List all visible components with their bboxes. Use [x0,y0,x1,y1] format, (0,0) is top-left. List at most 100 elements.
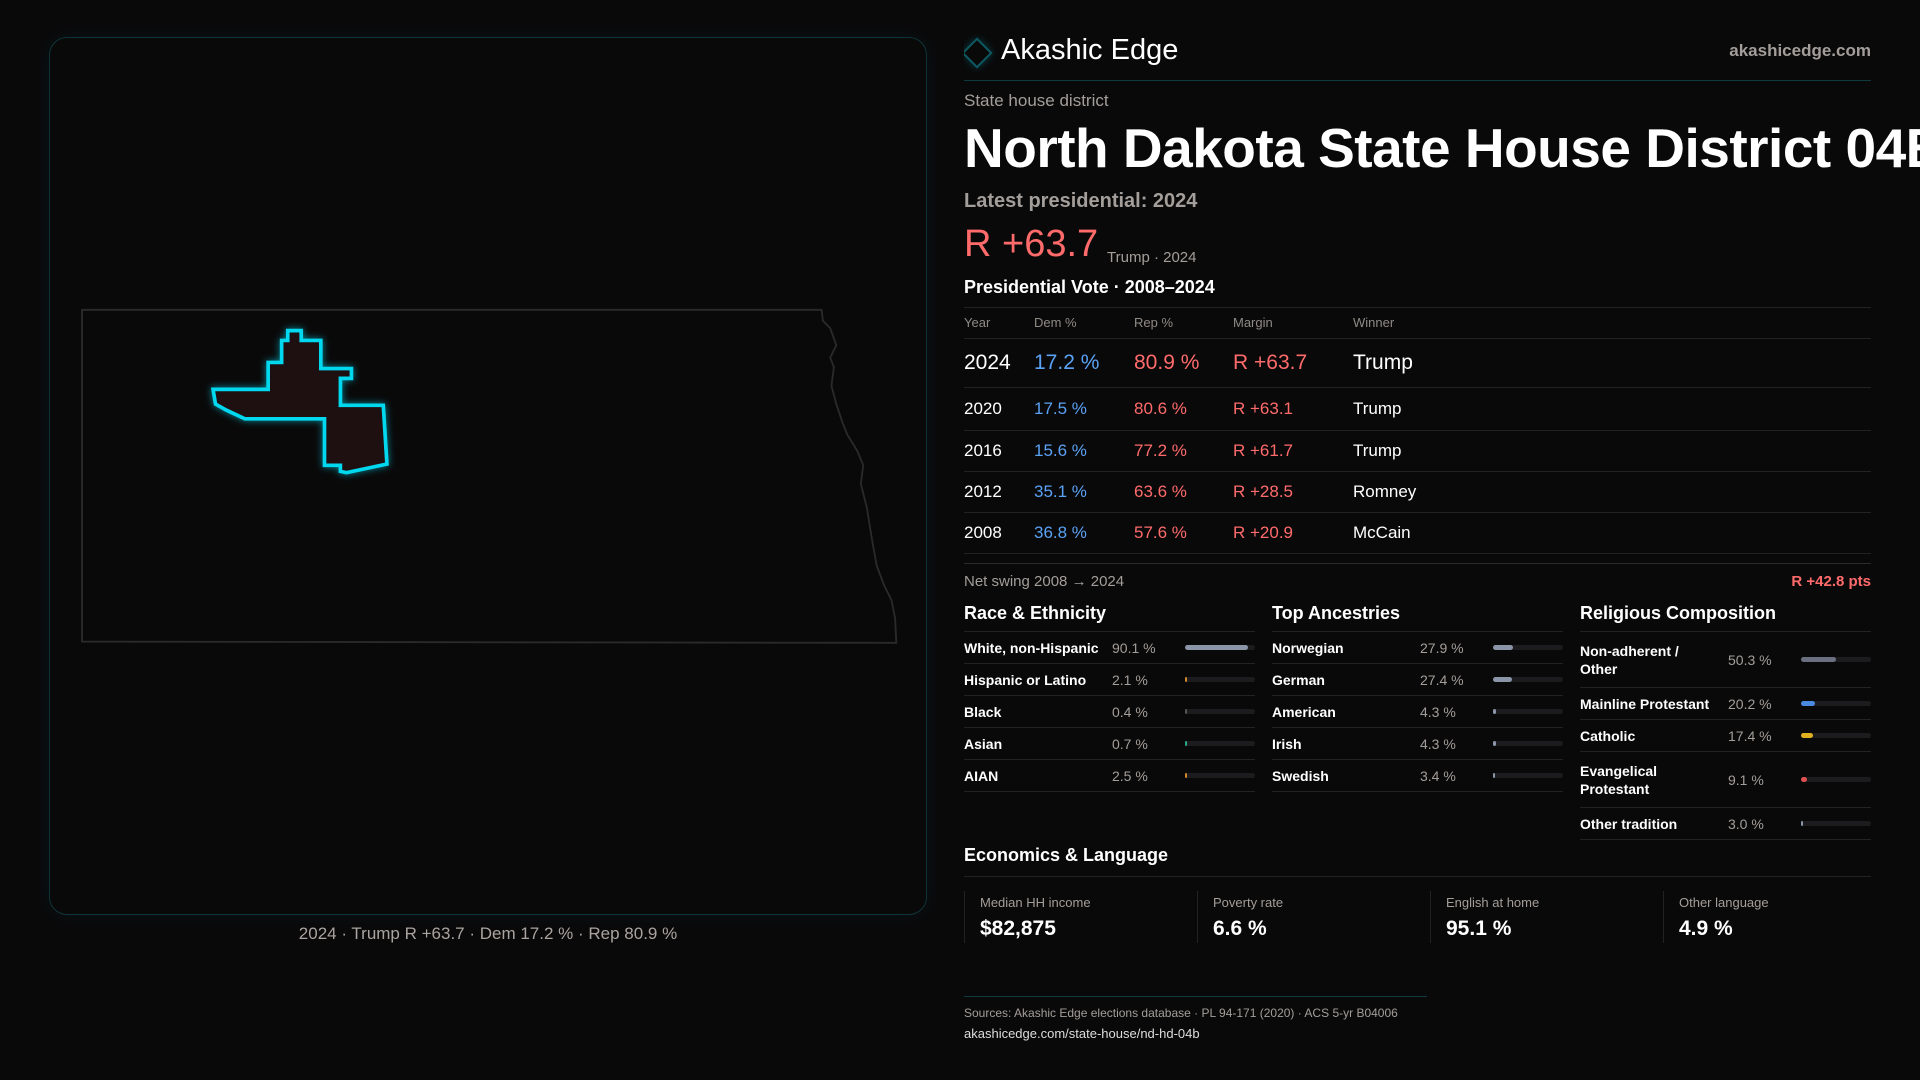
race-item: AIAN 2.5 % [964,760,1255,792]
item-value: 2.1 % [1112,671,1148,688]
item-bar-fill [1493,709,1496,714]
item-label: Black [964,703,1002,720]
cell-rep: 63.6 % [1134,481,1187,501]
ancestry-section: Top Ancestries Norwegian 27.9 % German 27.4 … [1272,600,1563,792]
item-bar-fill [1493,677,1513,682]
cell-rep: 57.6 % [1134,522,1187,542]
item-bar-fill [1185,709,1187,714]
latest-margin: R +63.7 [964,223,1099,265]
item-bar [1185,741,1255,746]
district-shape [210,328,389,475]
item-bar-fill [1801,777,1808,782]
stat-value: $82,875 [980,917,1056,940]
cell-dem: 36.8 % [1034,522,1087,542]
th-dem: Dem % [1034,315,1077,330]
stat-value: 4.9 % [1679,917,1733,940]
page-title: North Dakota State House District 04B [964,117,1920,179]
ancestry-item: Irish 4.3 % [1272,728,1563,760]
cell-dem: 17.2 % [1034,350,1100,374]
cell-year: 2024 [964,350,1011,374]
item-value: 2.5 % [1112,767,1148,784]
cell-margin: R +61.7 [1233,440,1294,460]
econ-stat: English at home 95.1 % [1430,891,1663,943]
cell-dem: 15.6 % [1034,440,1087,460]
race-item: Hispanic or Latino 2.1 % [964,664,1255,696]
cell-rep: 77.2 % [1134,440,1187,460]
ancestry-heading: Top Ancestries [1272,600,1563,632]
item-label: German [1272,671,1325,688]
cell-rep: 80.6 % [1134,398,1187,418]
map-caption: 2024 · Trump R +63.7 · Dem 17.2 % · Rep … [298,924,678,943]
swing-value: R +42.8 pts [1791,573,1871,590]
item-bar-fill [1493,741,1496,746]
item-label: Non-adherent / Other [1580,642,1679,677]
cell-year: 2012 [964,481,1002,501]
cell-margin: R +20.9 [1233,522,1294,542]
item-value: 3.0 % [1728,815,1764,832]
religion-item: Mainline Protestant 20.2 % [1580,688,1871,720]
religion-item: Evangelical Protestant 9.1 % [1580,752,1871,808]
item-bar [1801,777,1871,782]
item-label: Mainline Protestant [1580,695,1710,712]
cell-rep: 80.9 % [1134,350,1200,374]
th-margin: Margin [1233,315,1273,330]
econ-stat: Median HH income $82,875 [964,891,1197,943]
cell-year: 2016 [964,440,1002,460]
religion-item: Catholic 17.4 % [1580,720,1871,752]
item-bar [1801,701,1871,706]
item-bar [1493,677,1563,682]
item-bar-fill [1185,677,1187,682]
page-url[interactable]: akashicedge.com/state-house/nd-hd-04b [964,1026,1200,1041]
item-bar [1493,709,1563,714]
item-value: 3.4 % [1420,767,1456,784]
item-value: 9.1 % [1728,771,1764,788]
item-bar-fill [1801,733,1814,738]
item-bar [1801,657,1871,662]
economics-heading: Economics & Language [964,845,1169,865]
item-label: American [1272,703,1336,720]
item-bar [1185,709,1255,714]
cell-dem: 35.1 % [1034,481,1087,501]
th-rep: Rep % [1134,315,1174,330]
item-value: 50.3 % [1728,651,1772,668]
item-label: Other tradition [1580,815,1678,832]
cell-winner: Trump [1353,350,1413,374]
item-bar [1185,773,1255,778]
item-label: Asian [964,735,1003,752]
ancestry-item: Swedish 3.4 % [1272,760,1563,792]
item-bar-fill [1801,821,1804,826]
item-bar [1493,773,1563,778]
item-bar [1801,821,1871,826]
religion-heading: Religious Composition [1580,600,1871,632]
item-label: Irish [1272,735,1302,752]
cell-year: 2020 [964,398,1002,418]
item-bar-fill [1493,645,1513,650]
state-outline [81,308,898,644]
info-panel: Akashic Edge akashicedge.com State house… [964,0,1920,1080]
th-year: Year [964,315,991,330]
item-value: 4.3 % [1420,735,1456,752]
item-value: 20.2 % [1728,695,1772,712]
brand-name: Akashic Edge [1001,34,1179,66]
religion-item: Non-adherent / Other 50.3 % [1580,632,1871,688]
item-bar [1801,733,1871,738]
race-item: Asian 0.7 % [964,728,1255,760]
ancestry-item: Norwegian 27.9 % [1272,632,1563,664]
map-card [49,37,927,915]
site-link[interactable]: akashicedge.com [1729,41,1871,60]
item-bar [1493,741,1563,746]
race-section: Race & Ethnicity White, non-Hispanic 90.1 … [964,600,1255,792]
kicker: State house district [964,91,1109,110]
cell-margin: R +63.7 [1233,350,1308,374]
cell-year: 2008 [964,522,1002,542]
stat-label: English at home [1446,895,1540,910]
race-heading: Race & Ethnicity [964,600,1255,632]
cell-winner: Trump [1353,440,1402,460]
cell-dem: 17.5 % [1034,398,1087,418]
item-label: AIAN [964,767,999,784]
item-value: 27.9 % [1420,639,1464,656]
race-item: White, non-Hispanic 90.1 % [964,632,1255,664]
sources: Sources: Akashic Edge elections database… [964,1006,1398,1020]
swing-label: Net swing 2008 → 2024 [964,573,1125,590]
cell-winner: McCain [1353,522,1411,542]
